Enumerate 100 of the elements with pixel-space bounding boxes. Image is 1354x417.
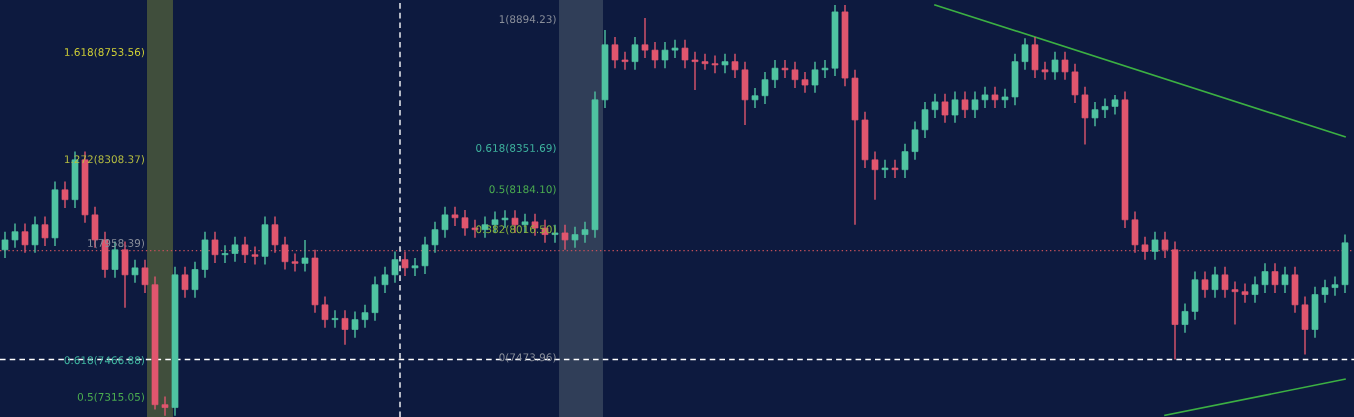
candlestick — [621, 51, 629, 71]
candlestick — [331, 309, 339, 329]
candlestick — [251, 245, 259, 266]
candlestick — [181, 265, 189, 299]
candlestick — [1051, 51, 1059, 81]
candlestick — [21, 222, 29, 254]
candlestick — [661, 41, 669, 69]
candlestick — [1181, 302, 1189, 334]
candlestick — [791, 60, 799, 89]
annotation: 0.618(8351.69) — [476, 143, 556, 154]
candlestick — [1261, 262, 1269, 294]
annotation: 0.5(7315.05) — [77, 392, 144, 403]
candlestick — [1101, 97, 1109, 119]
candlestick — [431, 221, 439, 254]
candlestick — [461, 209, 469, 237]
candlestick — [631, 36, 639, 71]
candlestick — [901, 143, 909, 179]
candlestick — [951, 90, 959, 124]
candlestick — [691, 51, 699, 91]
candlestick — [781, 59, 789, 79]
candlestick — [641, 17, 649, 59]
candlestick — [711, 54, 719, 74]
candlestick — [1281, 265, 1289, 294]
candlestick — [1081, 85, 1089, 146]
candlestick — [61, 180, 69, 209]
candlestick — [581, 221, 589, 244]
annotation: 1(8894.23) — [499, 14, 556, 25]
candlestick — [571, 226, 579, 249]
candlestick — [991, 85, 999, 109]
candlestick — [451, 205, 459, 227]
candlestick — [1061, 51, 1069, 81]
candlestick — [721, 53, 729, 74]
annotation: 0.5(8184.10) — [489, 185, 556, 195]
candlestick — [271, 215, 279, 254]
candlestick — [1221, 265, 1229, 299]
candlestick — [11, 222, 19, 249]
annotation: 0(7473.96) — [499, 353, 556, 363]
candlestick — [771, 59, 779, 89]
candlestick — [351, 310, 359, 339]
candlestick — [341, 309, 349, 346]
candlestick — [651, 41, 659, 69]
candlestick — [41, 215, 49, 247]
candlestick — [241, 235, 249, 264]
candlestick — [1321, 279, 1329, 304]
candlestick — [801, 71, 809, 94]
candlestick — [941, 92, 949, 124]
candlestick — [751, 87, 759, 109]
candlestick — [421, 235, 429, 275]
candlestick — [301, 239, 309, 273]
annotation: 1.618(8753.56) — [65, 47, 144, 58]
candlestick — [1111, 94, 1119, 116]
candlestick — [911, 120, 919, 161]
candlestick — [561, 224, 569, 251]
candlestick — [1021, 37, 1029, 71]
candlestick — [891, 159, 899, 179]
candlestick — [411, 257, 419, 277]
candlestick — [291, 252, 299, 273]
candlestick — [981, 85, 989, 109]
candlestick — [1141, 235, 1149, 261]
candlestick — [361, 304, 369, 329]
candlestick — [1, 231, 9, 259]
candlestick — [1331, 275, 1339, 297]
candlestick — [881, 159, 889, 179]
candlestick — [1161, 231, 1169, 259]
candlestick — [211, 231, 219, 264]
candlestick — [401, 250, 409, 277]
candlestick — [811, 60, 819, 94]
candlestick — [971, 90, 979, 119]
candlestick — [1001, 88, 1009, 109]
candlestick — [871, 150, 879, 201]
candlestick — [1091, 101, 1099, 127]
candlestick — [381, 265, 389, 294]
candlestick — [611, 36, 619, 69]
candlestick — [1201, 270, 1209, 299]
candlestick — [1211, 265, 1219, 299]
candlestick — [931, 92, 939, 119]
candlestick — [1271, 262, 1279, 294]
candlestick — [921, 101, 929, 139]
candlestick — [321, 295, 329, 329]
candlestick — [231, 235, 239, 263]
candlestick — [1151, 231, 1159, 261]
candlestick — [681, 39, 689, 69]
candlestick — [1071, 62, 1079, 104]
candlestick — [221, 244, 229, 264]
annotation: 0.618(7466.88) — [64, 356, 144, 366]
candlestick — [671, 39, 679, 59]
candlestick — [821, 59, 829, 79]
candlestick — [1231, 280, 1239, 326]
candlestick — [761, 71, 769, 105]
candlestick — [281, 235, 289, 271]
candlestick — [391, 250, 399, 284]
candlestick — [141, 258, 149, 294]
candlestick — [731, 53, 739, 79]
candlestick — [961, 90, 969, 119]
candlestick — [31, 215, 39, 254]
candlestick — [161, 395, 169, 417]
candlestick — [1251, 275, 1259, 304]
candlestick — [701, 53, 709, 71]
candlestick — [131, 258, 139, 284]
candlestick — [1041, 60, 1049, 81]
